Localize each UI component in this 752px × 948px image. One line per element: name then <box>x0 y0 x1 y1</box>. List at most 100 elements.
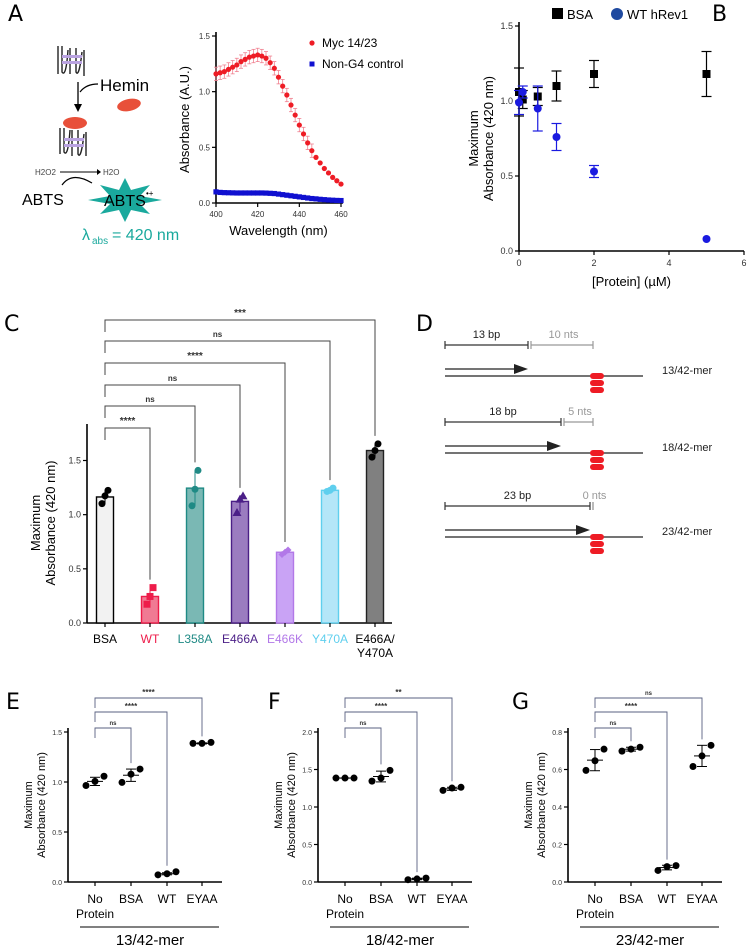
x-tick-label: WT <box>158 892 177 906</box>
primer-arrow-head <box>547 441 561 451</box>
data-point <box>146 592 154 600</box>
x-tick-label: 0 <box>516 258 521 268</box>
data-point-wt-hrev1 <box>518 88 527 96</box>
significance-label: **** <box>120 416 136 427</box>
conversion-arrow <box>61 176 93 186</box>
chart-f-18-42-mer: 0.0 0.5 1.0 1.5 2.0 Maximum Absorbance (420 nm… <box>273 688 472 948</box>
y-axis-label-line2: Absorbance (420 nm) <box>536 752 548 858</box>
data-point <box>404 876 412 884</box>
data-point-myc <box>234 62 240 68</box>
data-point <box>207 738 215 746</box>
g4-tetrad-icon <box>590 380 604 386</box>
data-point <box>439 786 447 794</box>
data-point <box>194 466 202 474</box>
hemin-pointer <box>79 83 99 93</box>
data-point-non-g4 <box>305 195 311 201</box>
x-tick-label: Y470A <box>357 646 393 660</box>
x-tick-label: WT <box>658 892 677 906</box>
data-point <box>374 440 382 448</box>
data-point-non-g4 <box>275 191 282 197</box>
data-point-non-g4 <box>221 190 227 196</box>
hemin-icon <box>117 98 141 112</box>
data-point-non-g4 <box>280 192 286 198</box>
data-point-myc <box>321 165 327 172</box>
y-tick-label: 0.6 <box>552 768 562 775</box>
data-point-non-g4 <box>271 190 277 197</box>
data-point-myc <box>213 71 219 77</box>
data-point <box>163 870 171 878</box>
x-tick-label: E466A <box>222 632 258 646</box>
data-point <box>636 743 644 751</box>
data-point-non-g4 <box>238 190 244 196</box>
data-point <box>368 453 376 461</box>
y-tick-label: 0.5 <box>52 830 62 837</box>
data-point <box>143 600 151 608</box>
bar <box>275 551 295 624</box>
y-axis-label: Absorbance (A.U.) <box>177 66 192 173</box>
data-point <box>350 774 358 782</box>
data-point <box>104 486 112 494</box>
nts-label: 10 nts <box>549 329 579 341</box>
data-point <box>413 875 421 883</box>
data-point-myc <box>255 52 261 58</box>
data-point-myc <box>300 131 307 137</box>
y-tick-label: 1.5 <box>52 730 62 737</box>
data-point-non-g4 <box>225 190 232 196</box>
data-point <box>377 774 385 782</box>
data-point-bsa <box>518 95 527 104</box>
x-tick-label: No <box>87 892 103 906</box>
significance-bracket <box>104 427 151 580</box>
y-axis-label-line1: Maximum <box>273 781 285 829</box>
g4-tetrad-icon <box>590 457 604 463</box>
data-point-myc <box>284 92 290 98</box>
significance-label: **** <box>142 688 155 697</box>
data-point-non-g4 <box>230 190 236 196</box>
significance-label: ns <box>145 395 155 404</box>
bar <box>365 449 385 624</box>
x-tick-label: No <box>587 892 603 906</box>
x-tick-label: EYAA <box>686 892 717 906</box>
x-tick-label: BSA <box>93 632 117 646</box>
data-point <box>627 745 635 753</box>
y-tick-label: 0.0 <box>52 880 62 887</box>
data-point-myc <box>305 140 311 146</box>
data-point <box>689 763 697 770</box>
y-tick-label: 0.5 <box>500 171 513 181</box>
panel-letter-f: F <box>268 690 281 715</box>
data-point-non-g4 <box>255 190 261 196</box>
data-point-myc <box>288 102 294 108</box>
data-point-myc <box>250 53 257 59</box>
y-tick-label: 0.5 <box>199 143 211 152</box>
x-axis-label: Wavelength (nm) <box>229 223 328 238</box>
lambda-value: = 420 nm <box>112 227 179 244</box>
bp-label: 18 bp <box>489 406 517 418</box>
x-tick-label: 6 <box>741 258 746 268</box>
g4-tetrad-icon <box>590 534 604 540</box>
data-point <box>238 491 248 500</box>
g4-tetrad-icon <box>590 464 604 470</box>
radical-mark: •+ <box>146 189 154 198</box>
data-point-myc <box>225 66 232 72</box>
data-point-myc <box>238 59 244 65</box>
arrow-head <box>74 104 82 112</box>
y-axis-label-line2: Absorbance (420 nm) <box>286 752 298 858</box>
data-point-non-g4 <box>334 197 340 204</box>
data-point-non-g4 <box>242 190 248 196</box>
data-point <box>422 874 430 882</box>
data-point-wt-hrev1 <box>702 235 711 243</box>
data-point-non-g4 <box>330 197 336 203</box>
data-point <box>448 784 456 792</box>
panel-letter-a: A <box>8 2 24 27</box>
data-point <box>663 863 671 871</box>
chart-b-protein-titration: 0.0 0.5 1.0 1.5 0 2 4 6 [Protein] (µM) Maximum Abs… <box>466 7 747 289</box>
data-point-wt-hrev1 <box>590 167 598 176</box>
y-axis-label-line1: Maximum <box>466 110 481 166</box>
data-point-myc <box>217 70 223 76</box>
significance-label: *** <box>234 308 246 319</box>
abts-label: ABTS <box>22 192 64 209</box>
legend-label-bsa: BSA <box>567 7 593 22</box>
y-axis-label-line2: Absorbance (420 nm) <box>481 76 496 201</box>
g4-tetrad-icon <box>590 548 604 554</box>
data-point <box>127 770 135 778</box>
data-point <box>154 871 162 879</box>
